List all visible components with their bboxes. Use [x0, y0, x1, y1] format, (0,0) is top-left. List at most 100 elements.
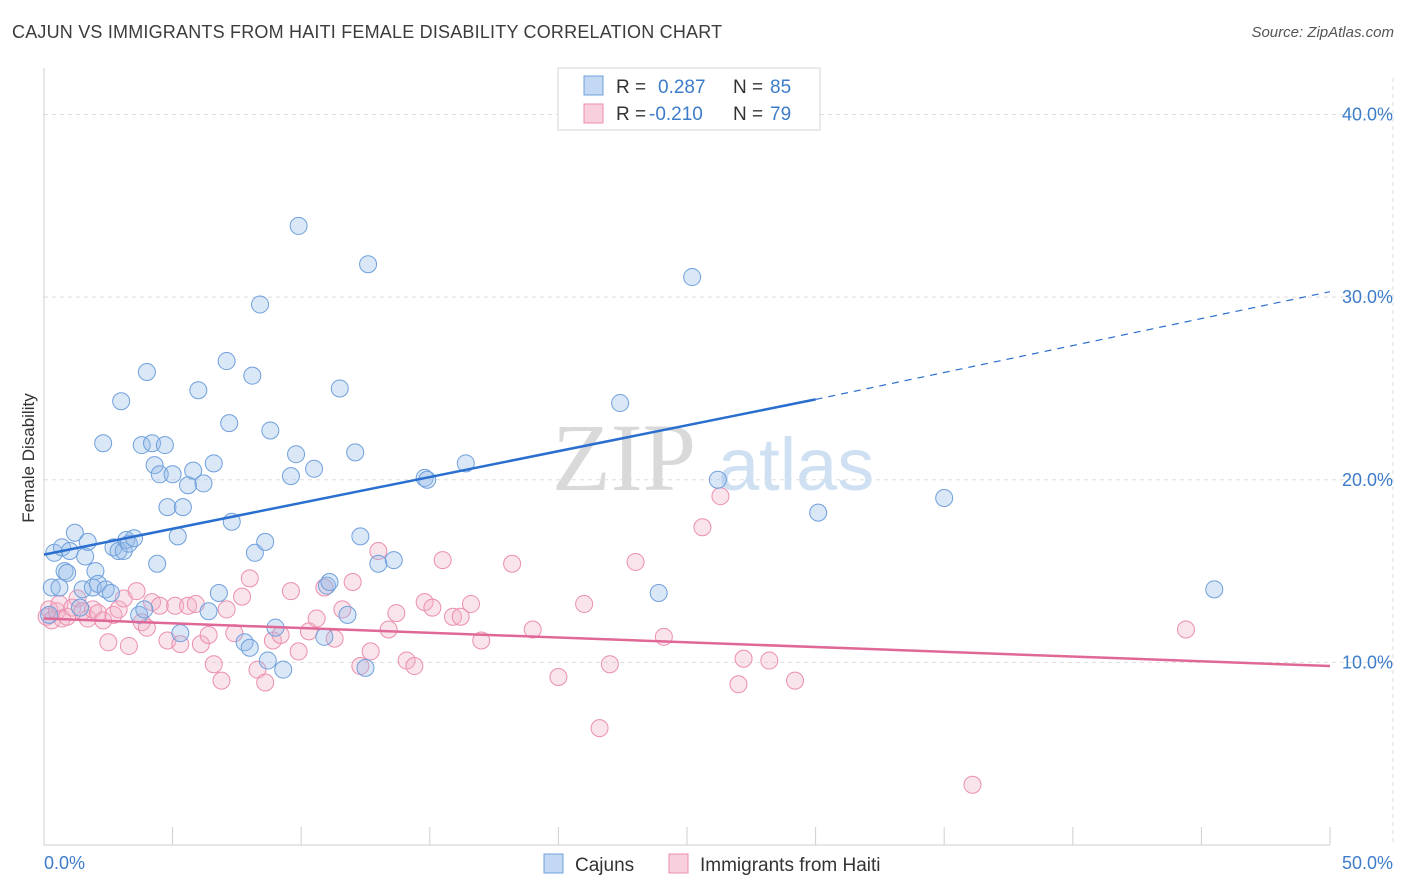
- cajun-point-79: [649, 583, 668, 602]
- watermark-atlas-text: atlas: [718, 423, 874, 506]
- trend-lines: [43, 291, 1331, 668]
- legend-n-label-haiti: N =: [733, 104, 763, 125]
- cajun-point-83: [935, 489, 954, 508]
- haiti-point-32: [212, 671, 231, 690]
- cajun-point-67: [330, 379, 349, 398]
- axes: [43, 68, 1331, 846]
- haiti-point-77: [963, 775, 982, 794]
- haiti-point-16: [109, 600, 128, 619]
- haiti-point-59: [443, 607, 462, 626]
- cajun-point-9: [71, 598, 90, 617]
- legend-swatch-haiti: [583, 103, 604, 124]
- haiti-point-14: [99, 633, 118, 652]
- cajun-point-44: [199, 602, 218, 621]
- legend-r-value-haiti: -0.210: [649, 104, 703, 125]
- cajun-point-43: [194, 474, 213, 493]
- cajun-points: [40, 216, 1224, 679]
- haiti-point-53: [387, 604, 406, 623]
- haiti-point-65: [549, 667, 568, 686]
- legend: R = 0.287 N = 85 R = -0.210 N = 79: [557, 67, 821, 131]
- cajun-trend-extension: [815, 291, 1331, 400]
- haiti-point-27: [179, 596, 198, 615]
- haiti-points: [37, 487, 1195, 794]
- cajun-point-31: [145, 456, 164, 475]
- y-tick-labels: 10.0% 20.0% 30.0% 40.0%: [1342, 105, 1393, 673]
- cajun-point-34: [155, 436, 174, 455]
- haiti-point-19: [127, 582, 146, 601]
- series-legend: Cajuns Immigrants from Haiti: [543, 853, 881, 876]
- cajun-point-37: [168, 527, 187, 546]
- y-tick-label-30: 30.0%: [1342, 287, 1393, 307]
- y-tick-label-40: 40.0%: [1342, 105, 1393, 125]
- haiti-point-30: [199, 625, 218, 644]
- cajun-point-70: [351, 527, 370, 546]
- cajun-point-3: [50, 578, 69, 597]
- cajun-point-73: [369, 554, 388, 573]
- haiti-point-38: [256, 673, 275, 692]
- cajun-point-18: [101, 583, 120, 602]
- cajun-point-60: [281, 467, 300, 486]
- cajun-point-59: [274, 660, 293, 679]
- series-legend-swatch-haiti: [668, 853, 689, 874]
- cajun-point-57: [261, 421, 280, 440]
- haiti-point-42: [289, 642, 308, 661]
- haiti-point-64: [523, 620, 542, 639]
- x-tick-labels: 0.0% 50.0%: [44, 853, 1393, 873]
- legend-n-value-haiti: 79: [770, 104, 791, 125]
- haiti-point-72: [711, 487, 730, 506]
- x-tick-label-max: 50.0%: [1342, 853, 1393, 873]
- cajun-point-74: [384, 551, 403, 570]
- cajun-point-5: [55, 562, 74, 581]
- cajun-point-40: [179, 476, 198, 495]
- haiti-point-50: [361, 642, 380, 661]
- cajun-point-72: [359, 255, 378, 274]
- cajun-point-54: [251, 295, 270, 314]
- haiti-point-31: [204, 655, 223, 674]
- cajun-point-55: [256, 532, 275, 551]
- cajun-point-47: [217, 352, 236, 371]
- cajun-point-32: [148, 554, 167, 573]
- cajun-point-46: [209, 583, 228, 602]
- watermark-zip-text: ZIP: [552, 404, 696, 511]
- haiti-point-52: [379, 620, 398, 639]
- cajun-point-77: [456, 454, 475, 473]
- haiti-point-25: [166, 596, 185, 615]
- haiti-point-15: [104, 605, 123, 624]
- y-tick-label-10: 10.0%: [1342, 652, 1393, 672]
- haiti-point-73: [729, 675, 748, 694]
- chart-title: CAJUN VS IMMIGRANTS FROM HAITI FEMALE DI…: [12, 22, 723, 42]
- haiti-point-45: [315, 578, 334, 597]
- haiti-point-0: [37, 607, 56, 626]
- legend-n-value-cajuns: 85: [770, 77, 791, 98]
- cajun-point-78: [611, 394, 630, 413]
- legend-r-value-cajuns: 0.287: [658, 77, 706, 98]
- cajun-trend-line: [43, 398, 816, 556]
- haiti-point-33: [217, 600, 236, 619]
- haiti-point-74: [734, 649, 753, 668]
- cajun-point-38: [171, 624, 190, 643]
- cajun-point-26: [130, 605, 149, 624]
- legend-r-label-haiti: R =: [616, 104, 646, 125]
- x-tick-label-min: 0.0%: [44, 853, 85, 873]
- y-tick-label-20: 20.0%: [1342, 470, 1393, 490]
- legend-n-label-cajuns: N =: [733, 77, 763, 98]
- haiti-point-57: [423, 598, 442, 617]
- cajun-point-35: [158, 498, 177, 517]
- cajun-point-11: [76, 547, 95, 566]
- haiti-trend-line: [43, 617, 1331, 668]
- cajun-point-29: [137, 363, 156, 382]
- cajun-point-82: [809, 503, 828, 522]
- cajun-point-64: [315, 627, 334, 646]
- cajun-point-1: [42, 578, 61, 597]
- cajun-point-0: [40, 605, 59, 624]
- haiti-point-71: [693, 518, 712, 537]
- y-axis-title: Female Disability: [19, 393, 38, 523]
- cajun-point-56: [258, 651, 277, 670]
- haiti-point-62: [472, 631, 491, 650]
- cajun-point-80: [683, 268, 702, 287]
- haiti-point-55: [405, 657, 424, 676]
- cajun-point-16: [94, 434, 113, 453]
- haiti-point-41: [281, 582, 300, 601]
- series-legend-cajuns: Cajuns: [575, 855, 634, 876]
- haiti-point-35: [233, 587, 252, 606]
